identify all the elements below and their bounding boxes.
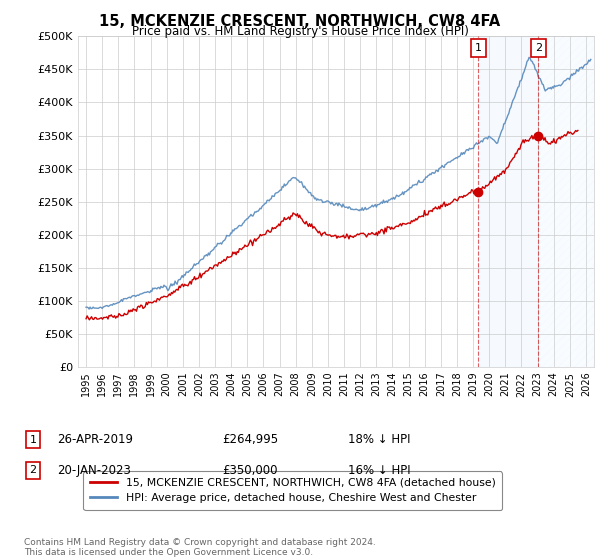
Text: 2: 2 [535,43,542,53]
Text: Price paid vs. HM Land Registry's House Price Index (HPI): Price paid vs. HM Land Registry's House … [131,25,469,38]
Text: Contains HM Land Registry data © Crown copyright and database right 2024.
This d: Contains HM Land Registry data © Crown c… [24,538,376,557]
Bar [478,36,538,367]
Text: 1: 1 [475,43,482,53]
Bar [538,36,594,367]
Legend: 15, MCKENZIE CRESCENT, NORTHWICH, CW8 4FA (detached house), HPI: Average price, : 15, MCKENZIE CRESCENT, NORTHWICH, CW8 4F… [83,472,502,510]
Text: 20-JAN-2023: 20-JAN-2023 [57,464,131,477]
Text: 2: 2 [29,465,37,475]
Text: 1: 1 [29,435,37,445]
Text: 16% ↓ HPI: 16% ↓ HPI [348,464,410,477]
Text: 18% ↓ HPI: 18% ↓ HPI [348,433,410,446]
Text: £264,995: £264,995 [222,433,278,446]
Text: 26-APR-2019: 26-APR-2019 [57,433,133,446]
Text: 15, MCKENZIE CRESCENT, NORTHWICH, CW8 4FA: 15, MCKENZIE CRESCENT, NORTHWICH, CW8 4F… [100,14,500,29]
Text: £350,000: £350,000 [222,464,277,477]
